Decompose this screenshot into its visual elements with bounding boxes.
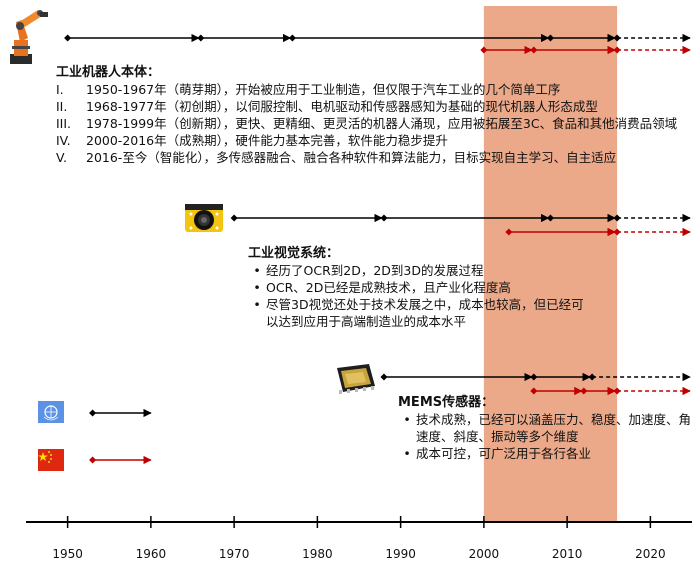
milestone-marker <box>480 46 488 54</box>
vision-bullet-1: • 经历了OCR到2D，2D到3D的发展过程 <box>248 262 588 279</box>
milestone-marker <box>613 214 621 222</box>
milestone-marker <box>613 228 621 236</box>
vision-bullet-2: • OCR、2D已经是成熟技术，且产业化程度高 <box>248 279 588 296</box>
milestone-marker <box>546 214 554 222</box>
industrial-robot-icon <box>10 10 48 64</box>
mems-bullet-text: 成本可控，可广泛用于各行各业 <box>416 446 592 461</box>
robot-item-5: V. 2016-至今（智能化），多传感器融合、融合各种软件和算法能力，目标实现自… <box>56 149 688 166</box>
vision-bullet-text: 经历了OCR到2D，2D到3D的发展过程 <box>266 263 484 278</box>
vision-title: 工业视觉系统： <box>248 246 340 261</box>
robot-item-3: III. 1978-1999年（创新期），更快、更精细、更灵活的机器人涌现，应用… <box>56 115 688 132</box>
milestone-marker <box>380 373 388 381</box>
legend-marker-world <box>89 409 97 417</box>
milestone-marker <box>588 373 596 381</box>
tick-label: 1960 <box>136 547 167 561</box>
china-flag-icon <box>38 449 64 471</box>
milestone-marker <box>380 214 388 222</box>
mems-bullet-2: • 成本可控，可广泛用于各行各业 <box>398 445 694 462</box>
milestone-marker <box>530 46 538 54</box>
mems-text-block: MEMS传感器： • 技术成熟，已经可以涵盖压力、稳度、加速度、角速度、斜度、振… <box>398 394 694 462</box>
tick-label: 1980 <box>302 547 333 561</box>
tick-label: 2000 <box>469 547 500 561</box>
bullet-icon: • <box>253 297 261 312</box>
robot-item-num: IV. <box>56 133 71 148</box>
robot-title: 工业机器人本体： <box>56 65 161 80</box>
bullet-icon: • <box>403 412 411 427</box>
robot-item-text: 1968-1977年（初创期），以伺服控制、电机驱动和传感器感知为基础的现代机器… <box>86 99 598 114</box>
tick-label: 1970 <box>219 547 250 561</box>
robot-text-block: 工业机器人本体： I. 1950-1967年（萌芽期），开始被应用于工业制造，但… <box>56 64 688 166</box>
mems-bullet-1: • 技术成熟，已经可以涵盖压力、稳度、加速度、角速度、斜度、振动等多个维度 <box>398 411 694 445</box>
milestone-marker <box>580 387 588 395</box>
milestone-marker <box>197 34 205 42</box>
tick-label: 2010 <box>552 547 583 561</box>
milestone-marker <box>530 373 538 381</box>
robot-item-1: I. 1950-1967年（萌芽期），开始被应用于工业制造，但仅限于汽车工业的几… <box>56 81 688 98</box>
vision-bullet-text: OCR、2D已经是成熟技术，且产业化程度高 <box>266 280 511 295</box>
robot-item-2: II. 1968-1977年（初创期），以伺服控制、电机驱动和传感器感知为基础的… <box>56 98 688 115</box>
milestone-marker <box>613 46 621 54</box>
highlight-band <box>483 6 618 522</box>
bullet-icon: • <box>253 280 261 295</box>
bullet-icon: • <box>253 263 261 278</box>
bullet-icon: • <box>403 446 411 461</box>
mems-title: MEMS传感器： <box>398 395 495 410</box>
milestone-marker <box>505 228 513 236</box>
milestone-marker <box>613 387 621 395</box>
milestone-marker <box>230 214 238 222</box>
tick-label: 2020 <box>635 547 666 561</box>
vision-camera-icon <box>185 204 223 232</box>
milestone-marker <box>288 34 296 42</box>
robot-item-num: II. <box>56 99 68 114</box>
robot-item-num: I. <box>56 82 64 97</box>
robot-item-text: 1950-1967年（萌芽期），开始被应用于工业制造，但仅限于汽车工业的几个简单… <box>86 82 561 97</box>
milestone-marker <box>613 34 621 42</box>
tick-label: 1990 <box>385 547 416 561</box>
un-flag-icon <box>38 401 64 423</box>
legend-marker-china <box>89 456 97 464</box>
vision-bullet-3: • 尽管3D视觉还处于技术发展之中，成本也较高，但已经可以达到应用于高端制造业的… <box>248 296 588 330</box>
robot-item-num: III. <box>56 116 72 131</box>
mems-bullet-text: 技术成熟，已经可以涵盖压力、稳度、加速度、角速度、斜度、振动等多个维度 <box>416 412 692 444</box>
tick-label: 1950 <box>52 547 83 561</box>
robot-item-num: V. <box>56 150 67 165</box>
robot-item-text: 2016-至今（智能化），多传感器融合、融合各种软件和算法能力，目标实现自主学习… <box>86 150 617 165</box>
robot-item-text: 1978-1999年（创新期），更快、更精细、更灵活的机器人涌现，应用被拓展至3… <box>86 116 678 131</box>
mems-chip-icon <box>337 364 375 394</box>
robot-item-4: IV. 2000-2016年（成熟期），硬件能力基本完善，软件能力稳步提升 <box>56 132 688 149</box>
milestone-marker <box>530 387 538 395</box>
vision-text-block: 工业视觉系统： • 经历了OCR到2D，2D到3D的发展过程 • OCR、2D已… <box>248 245 588 330</box>
robot-item-text: 2000-2016年（成熟期），硬件能力基本完善，软件能力稳步提升 <box>86 133 448 148</box>
milestone-marker <box>64 34 72 42</box>
milestone-marker <box>546 34 554 42</box>
vision-bullet-text: 尽管3D视觉还处于技术发展之中，成本也较高，但已经可以达到应用于高端制造业的成本… <box>266 297 584 329</box>
